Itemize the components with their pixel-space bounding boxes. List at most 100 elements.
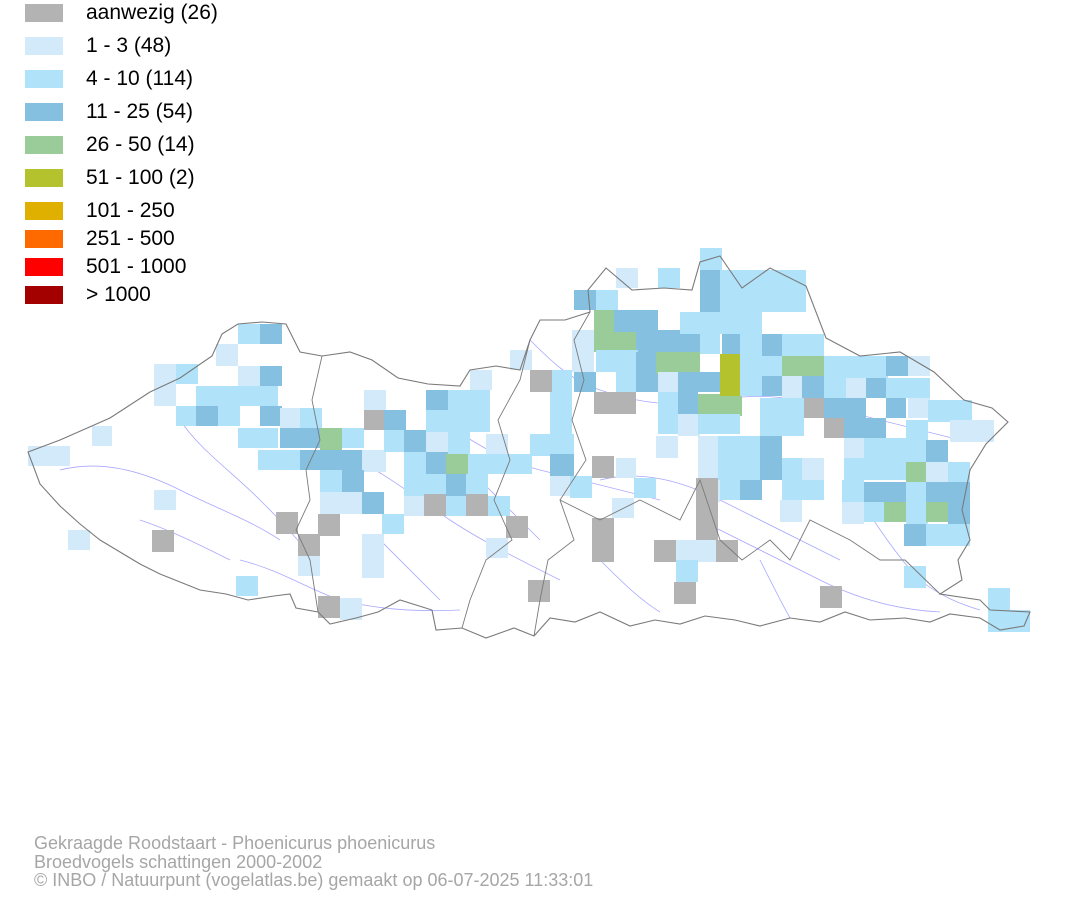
- grid-cell: [594, 392, 636, 414]
- grid-cell: [760, 436, 782, 480]
- grid-cell: [466, 474, 488, 496]
- grid-cell: [320, 470, 342, 492]
- legend-swatch: [25, 169, 63, 187]
- grid-cell: [658, 330, 700, 352]
- legend-label: 4 - 10 (114): [86, 67, 193, 90]
- grid-cell: [906, 440, 928, 462]
- legend-item: aanwezig (26): [25, 1, 385, 25]
- grid-cell: [470, 370, 492, 390]
- grid-cell: [218, 406, 240, 426]
- legend-swatch: [25, 258, 63, 276]
- grid-cell: [906, 502, 928, 524]
- grid-cell: [594, 310, 616, 330]
- grid-cell: [92, 426, 112, 446]
- grid-cell: [320, 492, 362, 514]
- grid-cell: [906, 420, 928, 440]
- grid-cell: [426, 390, 448, 410]
- grid-cell: [824, 418, 844, 438]
- grid-cell: [426, 410, 448, 432]
- grid-cell: [948, 502, 970, 524]
- grid-cell: [884, 502, 906, 522]
- legend-swatch: [25, 103, 63, 121]
- grid-cell: [506, 516, 528, 538]
- legend-item: 1 - 3 (48): [25, 34, 385, 58]
- grid-cell: [904, 566, 926, 588]
- grid-cell: [488, 496, 510, 516]
- grid-cell: [864, 482, 908, 504]
- grid-cell: [678, 372, 720, 392]
- legend-swatch: [25, 37, 63, 55]
- grid-cell: [616, 350, 638, 392]
- grid-cell: [298, 556, 320, 576]
- grid-cell: [698, 436, 720, 480]
- grid-cell: [446, 454, 468, 474]
- grid-cell: [176, 364, 198, 384]
- grid-cell: [468, 454, 532, 474]
- flanders-outline: [27, 255, 1031, 639]
- grid-cell: [844, 438, 866, 458]
- grid-cell: [276, 512, 298, 534]
- grid-cell: [404, 474, 446, 496]
- river: [139, 519, 231, 561]
- grid-cell: [674, 582, 696, 604]
- grid-cell: [740, 334, 762, 396]
- grid-cell: [152, 530, 174, 552]
- grid-cell: [678, 392, 698, 414]
- grid-cells: [28, 248, 1030, 632]
- grid-cell: [404, 430, 426, 452]
- grid-cell: [842, 480, 864, 502]
- grid-cell: [260, 366, 282, 386]
- grid-cell: [866, 378, 886, 398]
- grid-cell: [802, 376, 826, 398]
- legend-item: 4 - 10 (114): [25, 67, 385, 91]
- grid-cell: [426, 452, 448, 474]
- grid-cell: [594, 330, 636, 352]
- grid-cell: [364, 390, 386, 410]
- grid-cell: [780, 500, 802, 522]
- grid-cell: [362, 534, 384, 578]
- grid-cell: [216, 344, 238, 366]
- grid-cell: [782, 376, 802, 398]
- grid-cell: [864, 502, 886, 522]
- grid-cell: [614, 310, 658, 332]
- grid-cell: [700, 334, 720, 354]
- legend-item: 11 - 25 (54): [25, 100, 385, 124]
- grid-cell: [574, 372, 596, 392]
- grid-cell: [988, 588, 1010, 610]
- grid-cell: [654, 540, 676, 562]
- grid-cell: [696, 478, 718, 540]
- grid-cell: [656, 352, 700, 374]
- grid-cell: [318, 514, 340, 536]
- grid-cell: [362, 450, 386, 472]
- grid-cell: [656, 436, 678, 458]
- map-footer: Gekraagde Roodstaart - Phoenicurus phoen…: [34, 834, 593, 890]
- grid-cell: [950, 420, 994, 442]
- grid-cell: [280, 428, 320, 448]
- grid-cell: [700, 270, 722, 312]
- grid-cell: [342, 470, 364, 492]
- grid-cell: [886, 356, 908, 376]
- grid-cell: [844, 418, 886, 438]
- grid-cell: [300, 450, 364, 470]
- grid-cell: [904, 524, 926, 546]
- grid-cell: [530, 370, 552, 392]
- grid-cell: [238, 428, 278, 448]
- grid-cell: [404, 496, 426, 516]
- legend-label: aanwezig (26): [86, 1, 218, 24]
- grid-cell: [762, 334, 784, 356]
- grid-cell: [448, 390, 490, 432]
- dataset-name: Broedvogels schattingen 2000-2002: [34, 851, 323, 872]
- grid-cell: [382, 514, 404, 534]
- grid-cell: [928, 400, 972, 422]
- grid-cell: [762, 270, 806, 312]
- grid-cell: [154, 490, 176, 510]
- grid-cell: [636, 330, 658, 352]
- grid-cell: [846, 378, 866, 398]
- river: [59, 465, 281, 541]
- grid-cell: [722, 334, 742, 354]
- grid-cell: [574, 290, 596, 310]
- grid-cell: [280, 408, 300, 428]
- grid-cell: [906, 462, 928, 484]
- legend-swatch: [25, 202, 63, 220]
- grid-cell: [238, 324, 260, 344]
